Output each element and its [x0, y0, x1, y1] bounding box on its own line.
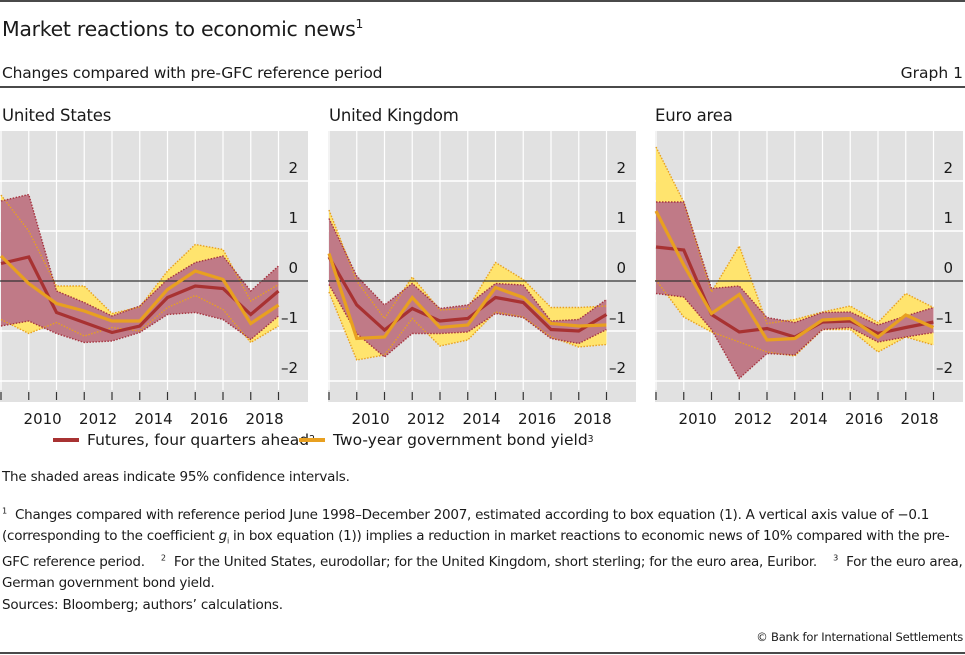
bond-yield-line [0, 254, 280, 326]
bond-ci-upper-edge [655, 146, 934, 325]
header-rule [0, 86, 965, 88]
legend-label-bond: Two-year government bond yield [333, 431, 588, 449]
y-tick-label: 0 [288, 259, 298, 277]
y-tick-label: –2 [936, 359, 953, 377]
x-tick-label: 2012 [407, 410, 445, 428]
chart-panel-euro-area: 2 1 0 –1 –2 2010 2012 2014 2016 2018 [654, 131, 963, 428]
copyright: © Bank for International Settlements [756, 630, 963, 644]
panel-title-united-kingdom: United Kingdom [329, 106, 459, 125]
confidence-note: The shaded areas indicate 95% confidence… [2, 469, 350, 485]
panel-title-euro-area: Euro area [655, 106, 733, 125]
bond-ci-upper-edge [328, 209, 607, 320]
futures-ci-upper-edge [0, 193, 279, 317]
x-tick-label: 2018 [901, 410, 939, 428]
x-tick-label: 2018 [246, 410, 284, 428]
y-tick-label: 2 [616, 159, 626, 177]
y-tick-label: 2 [943, 159, 953, 177]
footnote-1-text-b: in box equation (1)) implies a reduction… [2, 528, 950, 570]
footnote-2-mark: 2 [160, 552, 166, 563]
x-tick-label: 2016 [845, 410, 883, 428]
graph-number: Graph 1 [900, 64, 963, 82]
bottom-rule [0, 652, 965, 654]
legend-label-futures: Futures, four quarters ahead [87, 431, 310, 449]
legend-swatch-bond [299, 438, 325, 442]
top-rule [0, 0, 965, 2]
plot-background [0, 131, 308, 402]
futures-confidence-band [1, 194, 279, 343]
legend-swatch-futures [53, 438, 79, 442]
futures-ci-upper-edge [656, 201, 934, 326]
futures-ci-lower-edge [655, 292, 934, 380]
footnote-2-text: For the United States, eurodollar; for t… [173, 553, 817, 570]
footnote-1-mark: 1 [2, 505, 7, 516]
footnote-1-text-a: Changes compared with reference period J… [2, 507, 930, 544]
x-tick-label: 2016 [190, 410, 228, 428]
y-tick-label: 0 [616, 259, 626, 277]
x-tick-label: 2014 [135, 410, 173, 428]
sources: Sources: Bloomberg; authors’ calculation… [2, 597, 283, 613]
x-tick-label: 2016 [518, 410, 556, 428]
x-tick-label: 2012 [79, 410, 117, 428]
bond-yield-line [654, 210, 935, 342]
legend-item-bond: Two-year government bond yield 3 [299, 431, 594, 449]
x-tick-label: 2018 [574, 410, 612, 428]
footnote-1-variable: g [218, 528, 228, 544]
panel-title-united-states: United States [2, 106, 112, 125]
x-tick-label: 2014 [463, 410, 501, 428]
y-tick-label: 1 [288, 209, 298, 227]
bond-yield-line [327, 253, 607, 341]
futures-confidence-band [329, 218, 607, 357]
futures-line [0, 255, 280, 335]
x-tick-label: 2010 [352, 410, 390, 428]
y-tick-label: –1 [936, 309, 953, 327]
chart-panel-united-kingdom: 2 1 0 –1 –2 2010 2012 2014 2016 2018 [327, 131, 636, 428]
chart-subtitle: Changes compared with pre-GFC reference … [2, 64, 383, 82]
y-tick-label: –2 [281, 359, 298, 377]
y-tick-label: –2 [609, 359, 626, 377]
title-footnote-mark: 1 [355, 17, 364, 32]
plot-background [328, 131, 636, 402]
y-tick-label: 0 [943, 259, 953, 277]
y-tick-label: –1 [281, 309, 298, 327]
bond-ci-lower-edge [655, 279, 934, 357]
futures-ci-upper-edge [328, 218, 607, 322]
chart-title: Market reactions to economic news1 [2, 17, 363, 41]
y-tick-label: 1 [616, 209, 626, 227]
x-tick-label: 2010 [24, 410, 62, 428]
footnotes: 1 Changes compared with reference period… [2, 505, 964, 594]
y-tick-label: 2 [288, 159, 298, 177]
futures-line [327, 256, 608, 333]
chart-title-text: Market reactions to economic news [2, 17, 356, 41]
bond-ci-upper-edge [0, 194, 279, 315]
footnote-3-text: For the euro area, German government bon… [2, 553, 963, 591]
plot-background [655, 131, 963, 402]
x-tick-label: 2010 [679, 410, 717, 428]
footnote-3-mark: 3 [833, 552, 839, 563]
chart-panel-united-states: 2 1 0 –1 –2 2010 2012 2014 2016 2018 [0, 131, 308, 428]
legend-item-futures: Futures, four quarters ahead2 [53, 431, 315, 449]
y-tick-label: 1 [943, 209, 953, 227]
footnote-1-subscript: i [226, 535, 229, 546]
x-tick-label: 2012 [734, 410, 772, 428]
x-tick-label: 2014 [790, 410, 828, 428]
y-tick-label: –1 [609, 309, 626, 327]
futures-ci-lower-edge [0, 311, 279, 344]
